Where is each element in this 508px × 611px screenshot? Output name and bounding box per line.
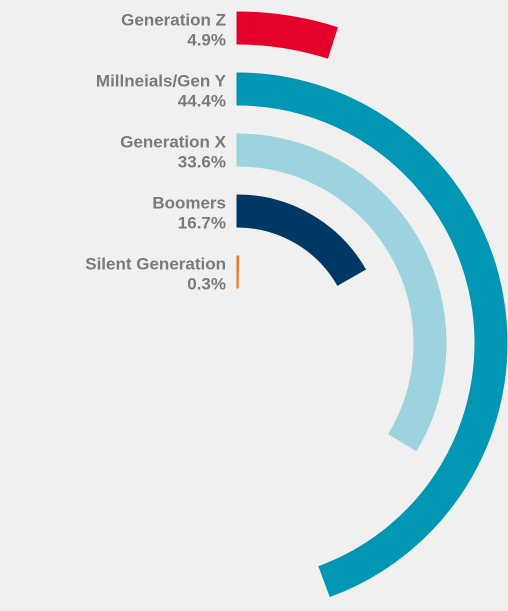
category-label: Generation X xyxy=(120,132,226,151)
category-label: Generation Z xyxy=(121,10,226,29)
value-label: 33.6% xyxy=(178,152,226,171)
category-label: Millneials/Gen Y xyxy=(96,71,227,90)
value-label: 4.9% xyxy=(187,30,226,49)
radial-bar xyxy=(236,72,508,598)
radial-bar xyxy=(236,255,240,289)
category-label: Silent Generation xyxy=(85,254,226,273)
category-label: Boomers xyxy=(152,193,226,212)
radial-bar xyxy=(236,11,338,59)
value-label: 44.4% xyxy=(178,91,226,110)
radial-bar xyxy=(236,133,447,452)
radial-bar xyxy=(236,194,367,286)
value-label: 16.7% xyxy=(178,213,226,232)
value-label: 0.3% xyxy=(187,274,226,293)
